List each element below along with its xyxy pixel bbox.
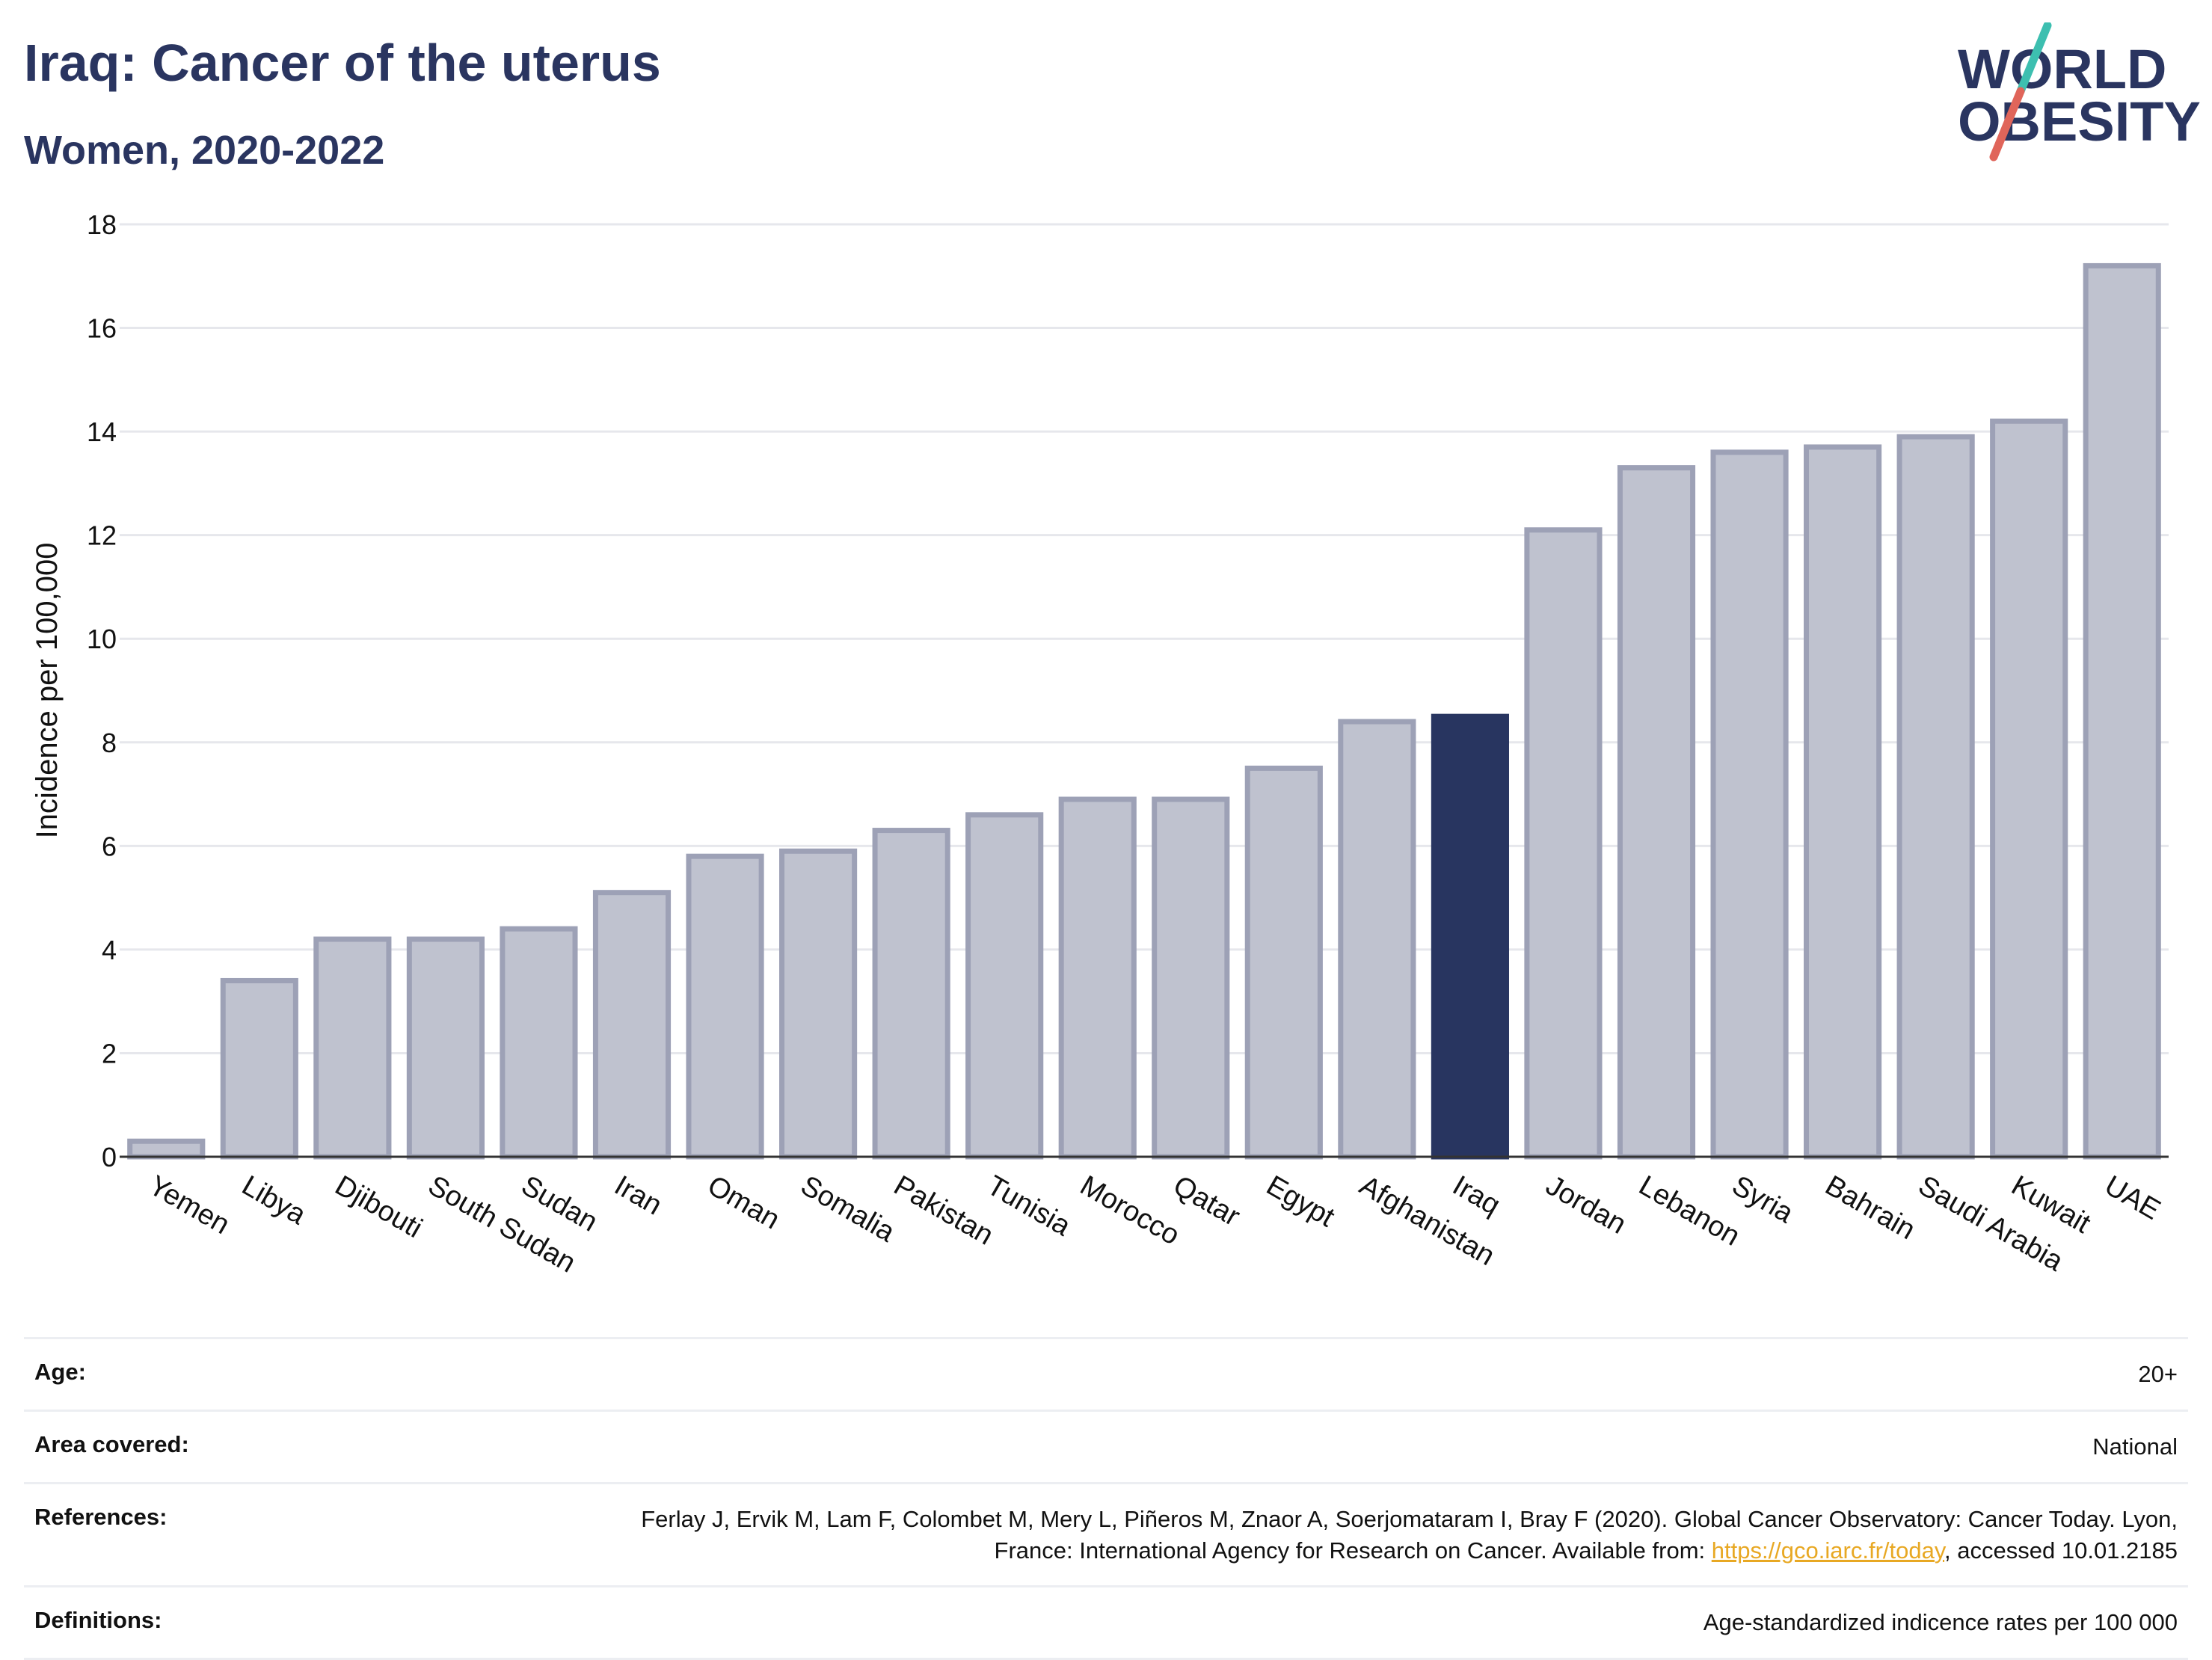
bar: [1710, 449, 1789, 1160]
x-tick-label: Pakistan: [888, 1169, 998, 1251]
bar: [1244, 765, 1323, 1160]
footer-row-age: Age: 20+: [24, 1337, 2188, 1410]
bar: [1338, 719, 1416, 1160]
x-tick-label: Tunisia: [982, 1169, 1077, 1242]
x-tick-label: Bahrain: [1820, 1169, 1920, 1246]
chart-subtitle: Women, 2020-2022: [24, 128, 385, 173]
bar: [1896, 434, 1975, 1160]
footer-row-references: References: Ferlay J, Ervik M, Lam F, Co…: [24, 1481, 2188, 1586]
references-label: References:: [34, 1503, 168, 1530]
y-tick-label: 6: [102, 831, 117, 861]
age-value: 20+: [2138, 1361, 2178, 1387]
x-tick-label: UAE: [2099, 1169, 2166, 1226]
x-tick-label: Jordan: [1540, 1169, 1632, 1240]
bar: [406, 936, 485, 1160]
y-tick-label: 0: [102, 1142, 117, 1172]
bar: [1058, 796, 1137, 1160]
area-value: National: [2092, 1433, 2178, 1460]
bar: [313, 936, 392, 1160]
y-tick-label: 16: [87, 313, 117, 344]
bar: [1617, 465, 1696, 1160]
definitions-label: Definitions:: [34, 1607, 162, 1634]
bar: [1524, 527, 1603, 1160]
definitions-value: Age-standardized indicence rates per 100…: [1703, 1609, 2178, 1636]
x-tick-label: Morocco: [1075, 1169, 1185, 1251]
bar: [592, 890, 672, 1160]
y-tick-label: 10: [87, 624, 117, 654]
x-tick-label: Somalia: [796, 1169, 901, 1248]
bar: [1431, 713, 1509, 1160]
age-label: Age:: [34, 1359, 86, 1385]
logo-accent-red: [1989, 87, 2025, 162]
x-tick-label: Iran: [609, 1169, 668, 1221]
references-accessed: , accessed 10.01.2185: [1944, 1537, 2178, 1564]
bar: [220, 977, 298, 1160]
bar: [2083, 262, 2161, 1160]
bar: [1990, 418, 2068, 1160]
footer-row-definitions: Definitions: Age-standardized indicence …: [24, 1585, 2188, 1660]
x-tick-label: Libya: [236, 1169, 311, 1231]
references-link[interactable]: https://gco.iarc.fr/today: [1711, 1537, 1945, 1564]
y-tick-label: 14: [87, 416, 117, 447]
bar: [779, 848, 858, 1160]
bar: [500, 926, 578, 1160]
area-label: Area covered:: [34, 1430, 189, 1457]
x-tick-label: Lebanon: [1634, 1169, 1745, 1252]
logo-line1: WORLD: [1958, 38, 2167, 100]
x-tick-label: Iraq: [1447, 1169, 1505, 1221]
bar: [686, 853, 764, 1160]
references-text: Ferlay J, Ervik M, Lam F, Colombet M, Me…: [641, 1505, 2178, 1564]
y-tick-label: 2: [102, 1038, 117, 1069]
bar: [872, 828, 950, 1160]
bar: [1152, 796, 1230, 1160]
bar: [965, 812, 1044, 1160]
y-tick-label: 18: [87, 209, 117, 240]
y-tick-label: 12: [87, 520, 117, 551]
x-tick-label: Djibouti: [330, 1169, 428, 1244]
bar: [127, 1138, 206, 1160]
footer-row-area: Area covered: National: [24, 1409, 2188, 1482]
logo-accent-teal: [2016, 22, 2052, 96]
y-tick-label: 8: [102, 728, 117, 758]
bar-chart: 0 2 4 6 8 10 12 14 16 18 Incidence per 100,000 Yeme…: [31, 209, 2169, 1279]
footer-table: Age: 20+ Area covered: National Referenc…: [24, 1337, 2188, 1660]
references-value: Ferlay J, Ervik M, Lam F, Colombet M, Me…: [607, 1504, 2178, 1567]
y-axis-label: Incidence per 100,000: [31, 543, 64, 839]
world-obesity-logo: WORLD OBESITY: [1958, 22, 2201, 162]
y-tick-label: 4: [102, 935, 117, 965]
x-tick-label: Yemen: [144, 1169, 235, 1241]
bar: [1804, 444, 1882, 1160]
chart-title: Iraq: Cancer of the uterus: [24, 34, 661, 92]
x-tick-label: Egypt: [1261, 1169, 1340, 1233]
x-tick-label: Oman: [702, 1169, 785, 1235]
